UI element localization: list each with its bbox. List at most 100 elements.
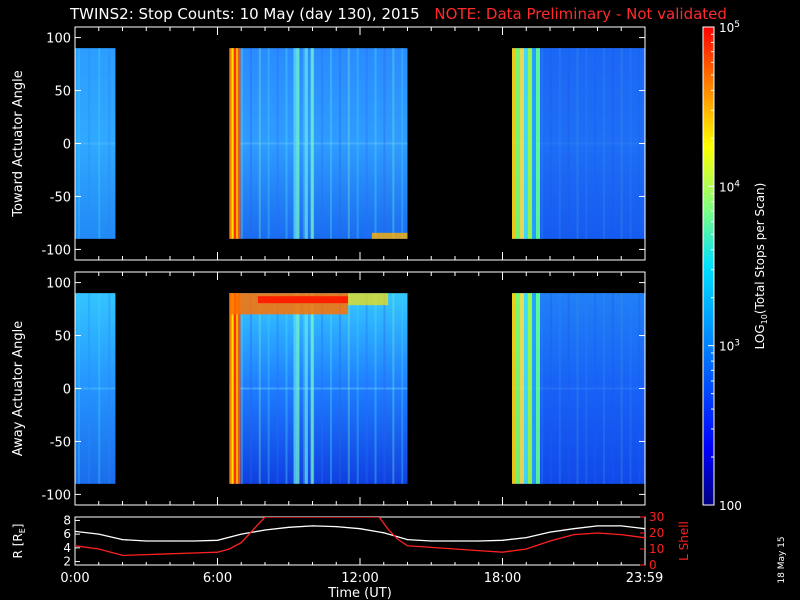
stripe	[365, 48, 368, 239]
saturated-stripe	[229, 48, 232, 239]
stripe	[321, 48, 324, 239]
ephemeris-point-1	[406, 545, 409, 547]
high-count-tail	[348, 293, 389, 306]
stripe	[401, 293, 404, 484]
bright-stripe	[516, 293, 520, 484]
y-tick-label: 50	[54, 330, 71, 345]
date-stamp: 18 May 15	[777, 536, 787, 583]
stripe	[374, 48, 377, 239]
ephemeris-point-0	[98, 533, 100, 535]
stripe	[98, 293, 101, 484]
bright-stripe	[524, 48, 528, 239]
ephemeris-point-1	[75, 545, 76, 547]
lshell-y-ticks: 30 20 10 0	[640, 510, 664, 572]
y-tick-label: -100	[41, 488, 71, 503]
stripe	[392, 48, 395, 239]
low-angle-edge	[371, 232, 408, 239]
ephemeris-point-0	[240, 533, 242, 535]
saturated-stripe	[231, 48, 234, 239]
away-y-label: Away Actuator Angle	[11, 321, 26, 456]
interval-2-overlay	[540, 48, 645, 239]
ephemeris-point-1	[454, 548, 456, 550]
ephemeris-point-0	[288, 526, 290, 528]
ephemeris-point-0	[75, 530, 76, 532]
stripe	[267, 48, 270, 239]
radius-tick-label: 2	[63, 555, 71, 569]
bright-stripe	[536, 293, 540, 484]
ephemeris-point-0	[121, 539, 124, 541]
toward-y-label: Toward Actuator Angle	[11, 70, 26, 217]
ephemeris-point-1	[98, 548, 100, 550]
ephemeris-point-0	[216, 539, 219, 541]
toward-y-ticks: 100 50 0 -50 -100	[41, 27, 646, 260]
saturated-stripe	[233, 48, 236, 239]
stripe	[240, 48, 243, 239]
interval-0-overlay	[75, 293, 116, 484]
saturated-stripe	[238, 293, 241, 484]
green-streak	[304, 293, 308, 484]
ephemeris-point-1	[193, 552, 195, 554]
stripe	[330, 293, 333, 484]
y-tick-label: 100	[46, 32, 71, 47]
stripe	[356, 293, 359, 484]
green-streak	[304, 48, 308, 239]
ephemeris-point-1	[573, 534, 575, 536]
ephemeris-point-0	[478, 540, 480, 542]
stripe	[108, 293, 111, 484]
y-tick-label: 0	[63, 138, 71, 153]
green-streak	[296, 293, 300, 484]
ephemeris-point-0	[620, 525, 622, 527]
bright-stripe	[532, 293, 536, 484]
title-note: NOTE: Data Preliminary - Not validated	[434, 5, 727, 23]
colorbar-tick-label: 104	[719, 179, 740, 194]
bright-stripe	[536, 48, 540, 239]
ephemeris-point-1	[252, 529, 254, 531]
bright-stripe	[528, 48, 532, 239]
stripe	[108, 48, 111, 239]
ephemeris-point-1	[145, 554, 147, 556]
colorbar-tick-label: 103	[719, 339, 740, 354]
lshell-y-label: L Shell	[677, 521, 691, 561]
stripe	[383, 48, 386, 239]
stripe	[88, 293, 91, 484]
saturated-stripe	[233, 293, 236, 484]
ephemeris-point-0	[406, 539, 409, 541]
bright-stripe	[532, 48, 536, 239]
radius-tick-label: 4	[63, 541, 71, 555]
stripe	[303, 48, 306, 239]
ephemeris-point-1	[620, 534, 622, 536]
ephemeris-point-0	[264, 529, 266, 531]
stripe	[276, 48, 279, 239]
stripe	[356, 48, 359, 239]
stripe	[330, 48, 333, 239]
ephemeris-point-0	[169, 540, 171, 542]
ephemeris-point-1	[264, 517, 266, 518]
stripe	[392, 293, 395, 484]
ephemeris-point-1	[397, 538, 399, 541]
time-x-ticks: 0:00 6:00 12:00 18:00 23:59	[60, 558, 663, 586]
bright-stripe	[520, 48, 524, 239]
ephemeris-point-1	[430, 546, 432, 549]
panel-away: 100 50 0 -50 -100 Away Actuator Angle	[11, 271, 646, 506]
colorbar-label: LOG10(Total Stops per Scan)	[753, 183, 769, 350]
stripe	[374, 293, 377, 484]
interval-2-overlay	[540, 293, 645, 484]
ephemeris-point-0	[454, 540, 456, 542]
y-tick-label: -50	[50, 190, 71, 205]
green-streak	[293, 48, 297, 239]
colorbar-gradient	[702, 26, 715, 506]
stripe	[338, 293, 341, 484]
ephemeris-point-0	[644, 528, 645, 530]
ephemeris-point-0	[193, 540, 195, 542]
bright-stripe	[516, 48, 520, 239]
radius-tick-label: 8	[63, 513, 71, 527]
stripe	[240, 293, 243, 484]
time-x-label: Time (UT)	[327, 586, 392, 600]
stripe	[88, 48, 91, 239]
ephemeris-point-0	[573, 528, 575, 530]
panel-toward: 100 50 0 -50 -100 Toward Actuator Angle	[11, 26, 646, 261]
stripe	[303, 293, 306, 484]
away-heatmap-data	[75, 293, 645, 484]
ephemeris-point-0	[335, 526, 337, 528]
stripe	[383, 293, 386, 484]
